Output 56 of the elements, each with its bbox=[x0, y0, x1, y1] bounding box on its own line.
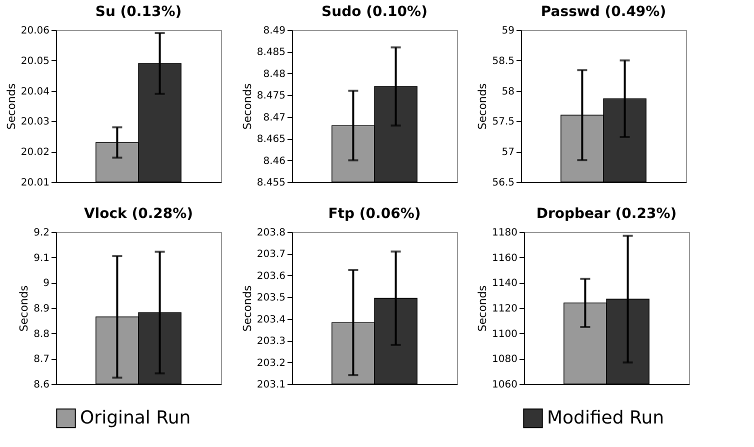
chart-title: Ftp (0.06%) bbox=[328, 206, 421, 222]
chart-title: Vlock (0.28%) bbox=[84, 206, 194, 222]
y-tick-label: 58.5 bbox=[492, 56, 514, 67]
y-axis-title: Seconds bbox=[240, 285, 254, 332]
y-tick-label: 203.5 bbox=[256, 292, 286, 304]
y-tick-label: 1120 bbox=[492, 304, 518, 314]
y-tick-label: 9.2 bbox=[34, 228, 50, 238]
y-tick-label: 1140 bbox=[492, 278, 518, 290]
y-tick-label: 8.7 bbox=[34, 354, 50, 366]
y-tick-label: 8.46 bbox=[263, 156, 286, 167]
y-tick-label: 1080 bbox=[492, 354, 518, 366]
y-tick-label: 9 bbox=[43, 278, 50, 290]
y-tick-label: 8.49 bbox=[263, 26, 286, 36]
y-axis-title: Seconds bbox=[240, 83, 254, 130]
y-tick-label: 8.465 bbox=[256, 134, 286, 146]
chart-title: Su (0.13%) bbox=[95, 4, 182, 20]
y-tick-label: 8.455 bbox=[256, 178, 286, 188]
y-tick-label: 203.3 bbox=[256, 336, 286, 348]
y-tick-label: 8.475 bbox=[256, 90, 286, 102]
y-tick-label: 8.9 bbox=[34, 304, 50, 314]
y-tick-label: 57.5 bbox=[492, 116, 514, 128]
y-axis-title: Seconds bbox=[4, 83, 18, 130]
y-tick-label: 8.47 bbox=[263, 112, 286, 124]
y-tick-label: 56.5 bbox=[492, 178, 514, 188]
y-tick-label: 1160 bbox=[492, 252, 518, 264]
y-axis-title: Seconds bbox=[476, 285, 490, 332]
y-tick-label: 59 bbox=[502, 26, 514, 36]
y-tick-label: 20.05 bbox=[20, 56, 50, 67]
y-tick-label: 20.06 bbox=[20, 26, 50, 36]
y-tick-label: 57 bbox=[502, 147, 514, 158]
y-tick-label: 8.8 bbox=[34, 328, 50, 340]
y-tick-label: 20.01 bbox=[20, 178, 50, 188]
y-tick-label: 8.48 bbox=[263, 68, 286, 80]
y-axis-title: Seconds bbox=[476, 83, 490, 130]
y-tick-label: 203.7 bbox=[256, 249, 286, 260]
chart-title: Dropbear (0.23%) bbox=[536, 206, 677, 222]
y-tick-label: 203.1 bbox=[256, 380, 286, 390]
y-tick-label: 20.02 bbox=[20, 147, 50, 158]
y-tick-label: 1100 bbox=[492, 328, 518, 340]
y-tick-label: 203.6 bbox=[256, 270, 286, 282]
y-tick-label: 203.2 bbox=[256, 358, 286, 369]
y-tick-label: 1060 bbox=[492, 380, 518, 390]
y-tick-label: 9.1 bbox=[34, 252, 50, 264]
y-tick-label: 203.4 bbox=[256, 314, 286, 326]
y-axis-title: Seconds bbox=[18, 285, 31, 332]
chart-title: Passwd (0.49%) bbox=[540, 4, 666, 20]
y-tick-label: 58 bbox=[502, 86, 514, 98]
legend-label: Original Run bbox=[80, 407, 191, 428]
y-tick-label: 8.485 bbox=[256, 47, 286, 58]
y-tick-label: 1180 bbox=[492, 228, 518, 238]
y-tick-label: 20.04 bbox=[20, 86, 50, 98]
y-tick-label: 20.03 bbox=[20, 116, 50, 128]
y-tick-label: 203.8 bbox=[256, 228, 286, 238]
y-tick-label: 8.6 bbox=[34, 380, 50, 390]
chart-title: Sudo (0.10%) bbox=[322, 4, 428, 20]
legend-label: Modified Run bbox=[547, 407, 664, 428]
